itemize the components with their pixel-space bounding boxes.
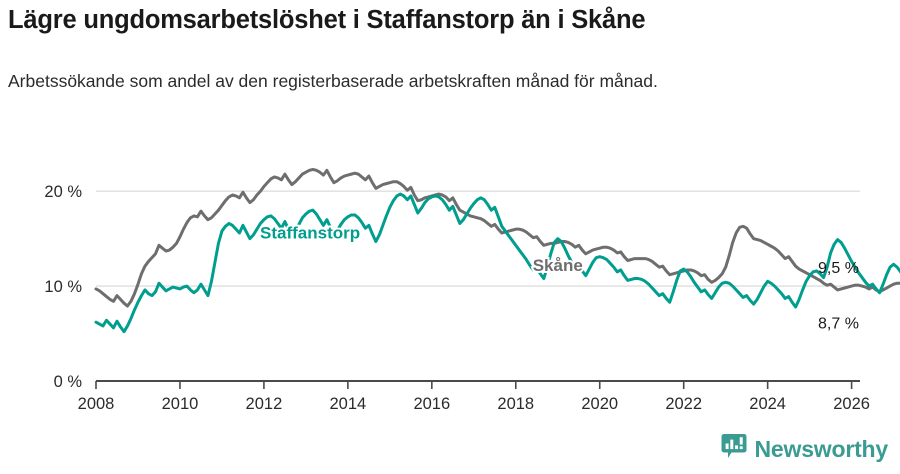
series-line-skne (94, 167, 900, 308)
series-paths (94, 167, 900, 334)
bar-chart-bubble-icon (721, 433, 747, 466)
x-axis (95, 380, 860, 389)
end-value-label-skne: 9,5 % (818, 260, 859, 277)
x-axis-tick-label: 2014 (330, 395, 367, 413)
end-value-label-staffanstorp: 8,7 % (818, 315, 859, 332)
y-axis-tick-label: 10 % (44, 278, 82, 296)
y-axis-tick-label: 20 % (44, 183, 82, 201)
x-axis-tick-label: 2026 (833, 395, 870, 413)
newsworthy-logo-text: Newsworthy (754, 436, 889, 462)
y-axis-tick-labels: 0 % 10 % 20 % (44, 183, 82, 391)
x-axis-tick-label: 2018 (497, 395, 534, 413)
x-axis-tick-label: 2024 (749, 395, 786, 413)
x-axis-tick-label: 2016 (413, 395, 450, 413)
page-subtitle: Arbetssökande som andel av den registerb… (8, 71, 658, 91)
x-axis-tick-labels: 2008 2010 2012 2014 2016 2018 2020 2022 2024 2026 (78, 395, 870, 413)
x-axis-tick-label: 2010 (162, 395, 199, 413)
gridlines (96, 190, 860, 287)
series-label-staffanstorp: Staffanstorp (260, 224, 360, 243)
x-axis-tick-label: 2012 (246, 395, 283, 413)
x-axis-tick-label: 2008 (78, 395, 115, 413)
series-line-staffanstorp (94, 192, 900, 334)
line-chart: 0 % 10 % 20 % 2008 2010 2012 2014 2016 2018 2020… (44, 167, 900, 413)
series-label-skne: Skåne (533, 256, 583, 275)
y-axis-tick-label: 0 % (54, 373, 83, 391)
x-axis-tick-label: 2022 (665, 395, 702, 413)
x-axis-tick-label: 2020 (581, 395, 618, 413)
end-value-labels: 9,5 % 8,7 % (818, 260, 859, 333)
footer-branding: Newsworthy (721, 433, 888, 466)
chart-container: 0 % 10 % 20 % 2008 2010 2012 2014 2016 2018 2020… (0, 150, 900, 420)
series-inline-labels: Skåne Staffanstorp (258, 222, 585, 277)
page-title: Lägre ungdomsarbetslöshet i Staffanstorp… (8, 6, 646, 34)
